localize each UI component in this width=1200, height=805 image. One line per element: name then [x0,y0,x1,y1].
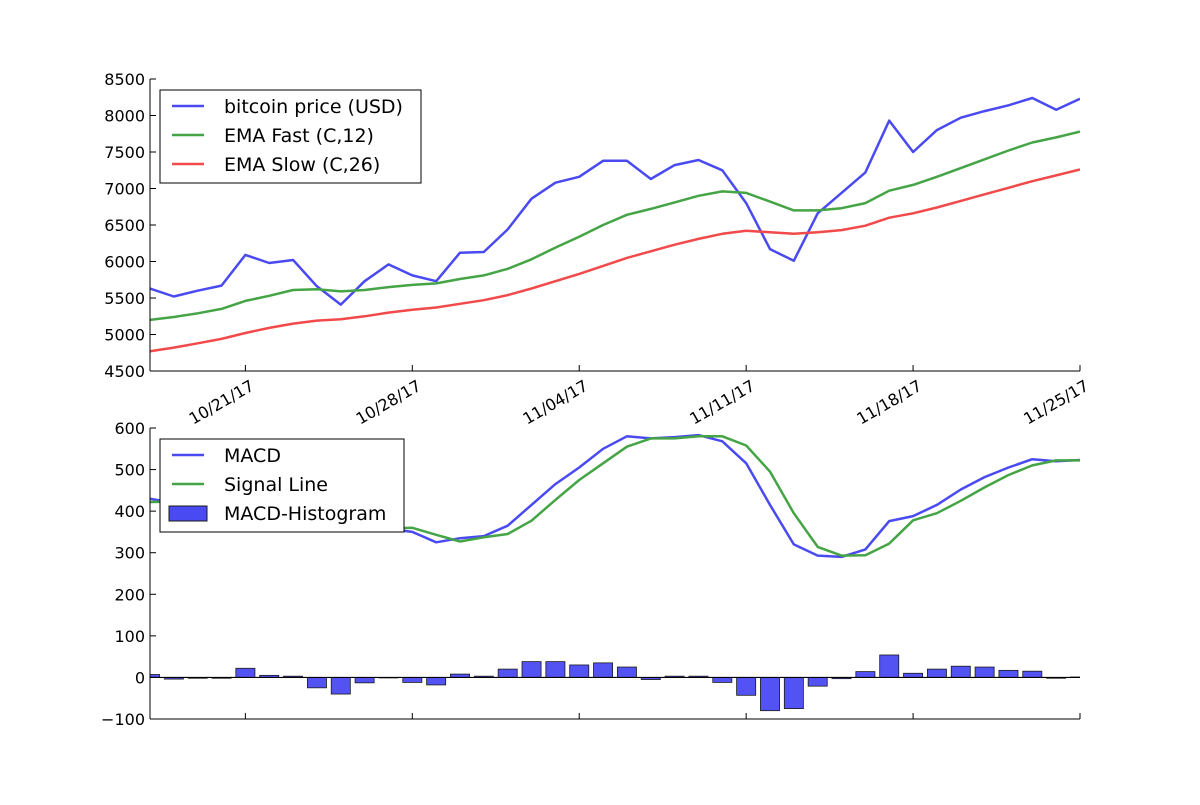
y-tick-label: 7000 [104,180,145,199]
histogram-bar [521,661,542,678]
histogram-bar [903,672,924,678]
histogram-bar [783,677,804,710]
legend-label-macd-histogram: MACD-Histogram [224,503,386,525]
legend-label-signal-line: Signal Line [224,474,328,496]
y-tick-label: 100 [114,627,145,646]
x-tick-label: 11/11/17 [686,376,758,428]
histogram-bar [306,677,327,689]
y-tick-label: 6500 [104,216,145,235]
x-tick-label: 10/21/17 [186,376,258,428]
y-tick-label: 8500 [104,70,145,89]
price-legend: bitcoin price (USD) EMA Fast (C,12) EMA Sl… [159,89,422,184]
legend-label-bitcoin-price-usd: bitcoin price (USD) [224,96,403,118]
legend-swatch [168,505,208,522]
histogram-bar [998,669,1019,678]
y-tick-label: 5000 [104,326,145,345]
histogram-bar [330,677,351,695]
histogram-bar [807,677,828,687]
y-tick-label: 400 [114,502,145,521]
histogram-bar [1022,670,1043,678]
x-tick-label: 11/04/17 [519,376,591,428]
y-tick-label: 7500 [104,143,145,162]
macd-legend: MACD Signal Line MACD-Histogram [159,438,405,533]
y-tick-label: −100 [101,710,145,729]
histogram-bar [760,677,780,712]
series-line-ema-fast-c-12 [150,130,1080,322]
x-tick-label: 11/18/17 [853,376,925,428]
price-plot-area [150,96,1080,353]
histogram-bar [926,668,947,678]
histogram-bar [402,677,423,683]
histogram-bar [593,662,614,678]
y-tick-label: 5500 [104,289,145,308]
histogram-bar [497,668,518,678]
series-line-bitcoin-price-usd [150,96,1080,306]
legend-label-ema-slow-c-26: EMA Slow (C,26) [224,154,380,176]
histogram-bar [616,666,637,678]
x-tick-label: 10/28/17 [353,376,425,428]
histogram-bar [569,664,590,678]
histogram-bar [235,667,256,678]
series-line-ema-slow-c-26 [150,168,1080,353]
histogram-bar [879,654,900,678]
y-tick-label: 8000 [104,107,145,126]
histogram-bar [974,666,995,678]
x-tick-label: 11/25/17 [1020,376,1092,428]
histogram-bar [950,665,971,678]
histogram-bar [712,677,733,683]
y-tick-label: 300 [114,544,145,563]
histogram-bar [150,674,160,678]
y-tick-label: 600 [114,419,145,438]
y-tick-label: 0 [135,668,145,687]
y-tick-label: 200 [114,585,145,604]
legend-label-ema-fast-c-12: EMA Fast (C,12) [224,125,374,147]
y-tick-label: 6000 [104,253,145,272]
histogram-bar [736,677,757,696]
histogram-bar [545,661,566,678]
histogram-bar [426,677,447,686]
y-tick-label: 500 [114,461,145,480]
histogram-bar [354,677,375,684]
histogram-bar [855,671,876,678]
y-tick-label: 4500 [104,362,145,381]
legend-label-macd: MACD [224,445,281,467]
price-panel: 4500 5000 5500 6000 6500 7000 7500 8000 8500 10/2… [104,70,1092,428]
